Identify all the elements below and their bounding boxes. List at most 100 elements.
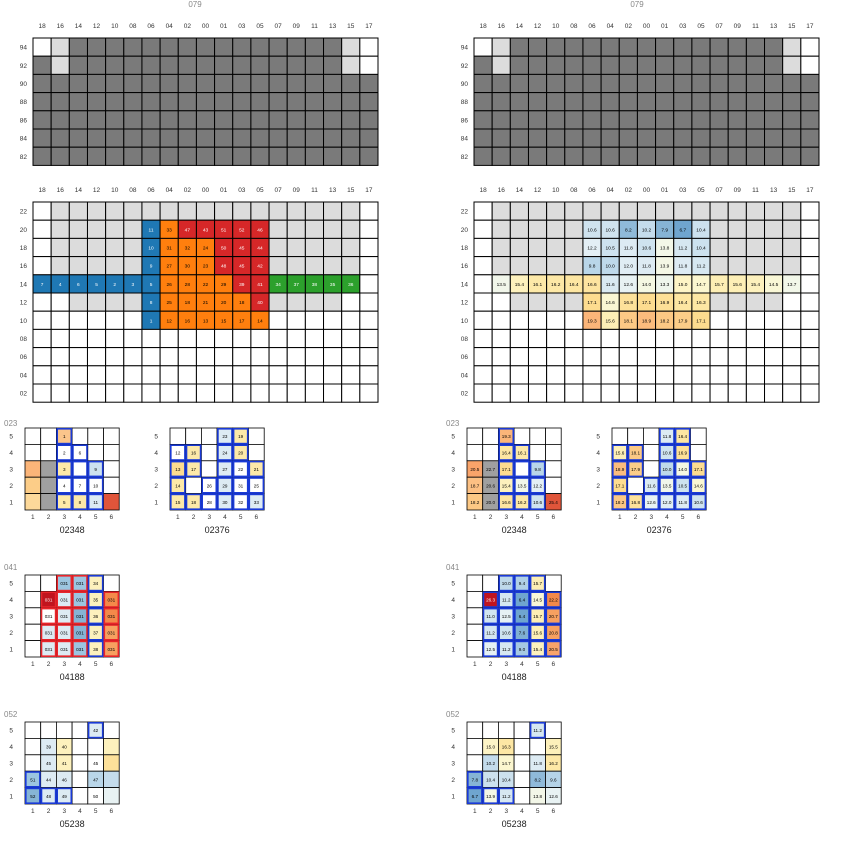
cell-value: 11.8 bbox=[663, 434, 672, 439]
cell-value: 11.2 bbox=[502, 598, 511, 603]
col-label: 1 bbox=[31, 808, 35, 815]
grid-cell bbox=[268, 365, 288, 385]
grid-cell bbox=[546, 110, 566, 130]
col-label: 6 bbox=[697, 514, 701, 521]
grid-cell bbox=[250, 73, 270, 94]
grid-cell bbox=[491, 292, 511, 312]
cell-value: 11.8 bbox=[678, 264, 687, 270]
grid-cell bbox=[304, 365, 325, 385]
selection-outline bbox=[514, 444, 530, 461]
col-label: 3 bbox=[649, 514, 653, 521]
grid-cell bbox=[491, 73, 511, 94]
grid-cell bbox=[545, 476, 562, 495]
row-label: 94 bbox=[461, 45, 469, 52]
grid-cell bbox=[636, 146, 657, 166]
cell-value: 20.6 bbox=[486, 483, 495, 488]
col-label: 00 bbox=[202, 23, 210, 30]
selection-outline bbox=[232, 444, 249, 461]
cell-value: 52 bbox=[239, 227, 245, 233]
selection-outline bbox=[232, 493, 249, 510]
grid-cell bbox=[68, 237, 88, 258]
grid-cell bbox=[304, 146, 325, 166]
grid-cell bbox=[159, 347, 179, 367]
grid-cell bbox=[86, 347, 107, 367]
cell-value: 10.6 bbox=[694, 500, 703, 505]
grid-cell bbox=[177, 146, 197, 166]
grid-cell bbox=[655, 146, 675, 166]
grid-cell bbox=[466, 640, 484, 658]
grid-cell bbox=[466, 443, 484, 462]
selection-outline bbox=[56, 591, 73, 608]
row-label: 2 bbox=[9, 483, 13, 490]
grid-cell bbox=[286, 146, 306, 166]
col-label: 09 bbox=[734, 187, 742, 194]
cell-value: 38 bbox=[312, 282, 318, 288]
section-label-right-2: 041 bbox=[446, 563, 460, 572]
cell-value: 17.9 bbox=[631, 467, 640, 472]
cell-value: 6 bbox=[79, 451, 82, 456]
grid-cell bbox=[600, 383, 620, 403]
grid-cell bbox=[564, 365, 584, 385]
grid-cell bbox=[24, 460, 42, 478]
grid-cell bbox=[103, 787, 120, 805]
cell-value: 10.4 bbox=[502, 777, 511, 782]
cell-value: 12.6 bbox=[647, 500, 656, 505]
cell-value: 031 bbox=[60, 647, 68, 652]
grid-cell bbox=[323, 256, 343, 276]
grid-cell bbox=[50, 310, 70, 330]
selection-outline bbox=[627, 444, 644, 461]
selection-outline bbox=[170, 460, 186, 478]
grid-cell bbox=[286, 110, 306, 130]
grid-cell bbox=[513, 738, 531, 756]
grid-cell bbox=[105, 110, 125, 130]
cell-value: 20 bbox=[238, 451, 244, 456]
grid-cell bbox=[68, 73, 88, 94]
grid-cell bbox=[87, 443, 104, 462]
col-label: 11 bbox=[752, 23, 759, 30]
grid-title: 02348 bbox=[502, 525, 527, 535]
grid-cell bbox=[86, 292, 107, 312]
grid-cell bbox=[636, 128, 657, 148]
cell-value: 7.6 bbox=[519, 630, 526, 635]
cell-value: 16.8 bbox=[631, 500, 640, 505]
grid-cell bbox=[141, 365, 161, 385]
cell-value: 22.7 bbox=[486, 467, 495, 472]
grid-cell bbox=[123, 37, 143, 57]
cell-value: 16 bbox=[191, 451, 197, 456]
grid-cell bbox=[68, 310, 88, 330]
cell-value: 10.4 bbox=[696, 246, 706, 252]
selection-outline bbox=[170, 493, 186, 510]
grid-cell bbox=[600, 365, 620, 385]
col-label: 12 bbox=[93, 23, 101, 30]
col-label: 14 bbox=[516, 187, 524, 194]
col-label: 15 bbox=[347, 23, 355, 30]
grid-cell bbox=[745, 347, 766, 367]
grid-cell bbox=[341, 128, 361, 148]
selection-outline bbox=[659, 460, 675, 478]
cell-value: 15.5 bbox=[549, 745, 558, 750]
grid-cell bbox=[232, 110, 252, 130]
grid-cell bbox=[482, 443, 499, 462]
cell-value: 16.6 bbox=[502, 500, 511, 505]
grid-cell bbox=[200, 427, 218, 445]
selection-outline bbox=[529, 574, 546, 592]
grid-cell bbox=[643, 427, 660, 445]
grid-cell bbox=[509, 292, 529, 312]
grid-cell bbox=[709, 310, 729, 330]
grid-cell bbox=[545, 574, 562, 592]
cell-value: 12 bbox=[167, 318, 173, 324]
cell-value: 17 bbox=[239, 318, 245, 324]
grid-cell bbox=[359, 237, 379, 258]
grid-cell bbox=[123, 146, 143, 166]
grid-cell bbox=[50, 92, 70, 112]
grid-cell bbox=[673, 383, 693, 403]
grid-cell bbox=[232, 365, 252, 385]
grid-cell bbox=[250, 55, 270, 75]
grid-cell bbox=[745, 365, 766, 385]
grid-cell bbox=[582, 328, 602, 349]
col-label: 05 bbox=[256, 187, 264, 194]
grid-cell bbox=[491, 92, 511, 112]
grid-cell bbox=[250, 92, 270, 112]
grid-cell bbox=[600, 55, 620, 75]
grid-cell bbox=[103, 476, 120, 495]
